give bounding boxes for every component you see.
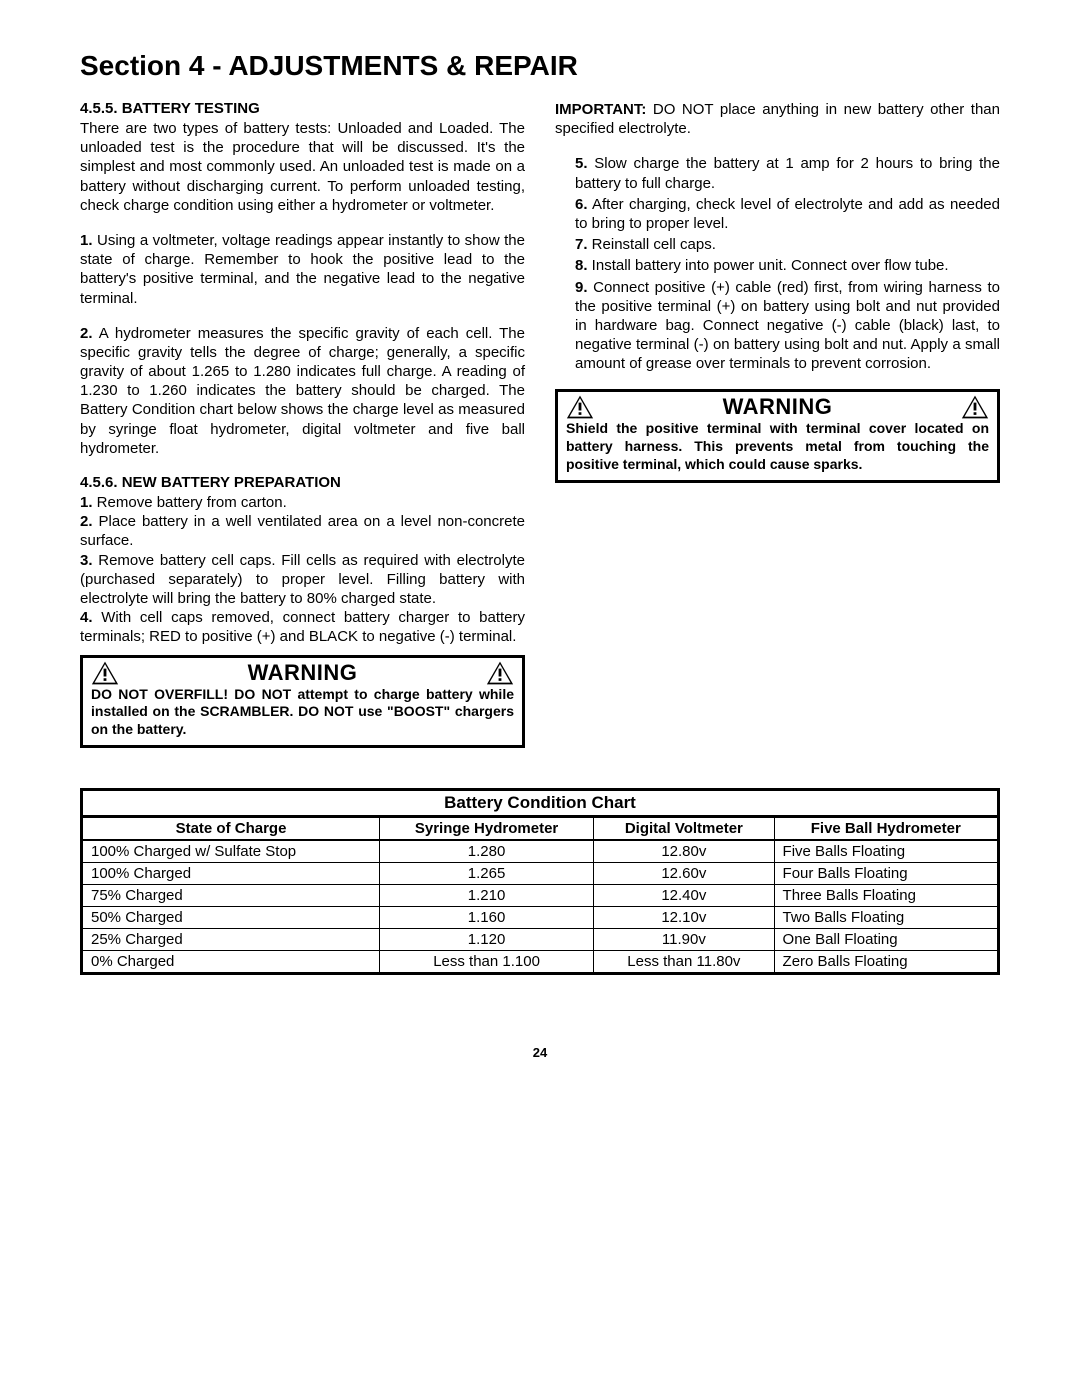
item-text: Install battery into power unit. Connect… <box>588 257 949 274</box>
table-cell: Zero Balls Floating <box>774 951 998 974</box>
item-text: With cell caps removed, connect battery … <box>80 609 525 645</box>
item-number: 8. <box>575 257 588 274</box>
page-number: 24 <box>80 1045 1000 1060</box>
table-cell: 1.210 <box>379 885 593 907</box>
table-header: Syringe Hydrometer <box>379 817 593 841</box>
table-cell: 50% Charged <box>82 907 380 929</box>
item-text: Slow charge the battery at 1 amp for 2 h… <box>575 155 1000 191</box>
right-column: IMPORTANT: DO NOT place anything in new … <box>555 100 1000 748</box>
page-root: Section 4 - ADJUSTMENTS & REPAIR 4.5.5. … <box>0 0 1080 1100</box>
section-456-item-3: 3. Remove battery cell caps. Fill cells … <box>80 551 525 609</box>
section-455-head: 4.5.5. BATTERY TESTING <box>80 100 525 117</box>
step-7: 7. Reinstall cell caps. <box>575 235 1000 254</box>
item-text: Connect positive (+) cable (red) first, … <box>575 279 1000 373</box>
two-column-layout: 4.5.5. BATTERY TESTING There are two typ… <box>80 100 1000 748</box>
battery-condition-chart-wrap: Battery Condition Chart State of Charge … <box>80 788 1000 975</box>
step-8: 8. Install battery into power unit. Conn… <box>575 256 1000 275</box>
table-cell: Three Balls Floating <box>774 885 998 907</box>
step-9: 9. Connect positive (+) cable (red) firs… <box>575 278 1000 374</box>
table-cell: Two Balls Floating <box>774 907 998 929</box>
item-number: 7. <box>575 236 588 253</box>
warning-label: WARNING <box>723 394 833 420</box>
warning-header: WARNING <box>558 392 997 420</box>
table-row: 100% Charged 1.265 12.60v Four Balls Flo… <box>82 863 999 885</box>
table-cell: 100% Charged <box>82 863 380 885</box>
table-row: 0% Charged Less than 1.100 Less than 11.… <box>82 951 999 974</box>
table-row: 50% Charged 1.160 12.10v Two Balls Float… <box>82 907 999 929</box>
table-row: 25% Charged 1.120 11.90v One Ball Floati… <box>82 929 999 951</box>
table-cell: 12.40v <box>594 885 774 907</box>
warning-body: Shield the positive terminal with termin… <box>558 420 997 480</box>
warning-header: WARNING <box>83 658 522 686</box>
section-455-item-1: 1. Using a voltmeter, voltage readings a… <box>80 231 525 308</box>
warning-box-1: WARNING DO NOT OVERFILL! DO NOT attempt … <box>80 655 525 749</box>
left-column: 4.5.5. BATTERY TESTING There are two typ… <box>80 100 525 748</box>
table-cell: Four Balls Floating <box>774 863 998 885</box>
table-cell: 100% Charged w/ Sulfate Stop <box>82 840 380 863</box>
table-cell: Less than 1.100 <box>379 951 593 974</box>
item-number: 1. <box>80 232 93 249</box>
table-cell: 12.10v <box>594 907 774 929</box>
important-note: IMPORTANT: DO NOT place anything in new … <box>555 100 1000 138</box>
warning-triangle-icon <box>566 394 594 420</box>
item-text: After charging, check level of electroly… <box>575 196 1000 232</box>
item-number: 2. <box>80 325 93 342</box>
table-cell: 1.120 <box>379 929 593 951</box>
table-cell: 1.160 <box>379 907 593 929</box>
table-cell: 11.90v <box>594 929 774 951</box>
table-cell: Five Balls Floating <box>774 840 998 863</box>
table-header: State of Charge <box>82 817 380 841</box>
table-cell: 0% Charged <box>82 951 380 974</box>
table-cell: 25% Charged <box>82 929 380 951</box>
table-row: 100% Charged w/ Sulfate Stop 1.280 12.80… <box>82 840 999 863</box>
warning-label: WARNING <box>248 660 358 686</box>
item-number: 1. <box>80 494 93 511</box>
table-cell: 1.280 <box>379 840 593 863</box>
table-caption: Battery Condition Chart <box>80 788 1000 815</box>
important-lead: IMPORTANT: <box>555 101 646 118</box>
item-text: A hydrometer measures the specific gravi… <box>80 325 525 457</box>
table-body: 100% Charged w/ Sulfate Stop 1.280 12.80… <box>82 840 999 974</box>
section-456-head: 4.5.6. NEW BATTERY PREPARATION <box>80 474 525 491</box>
table-cell: 75% Charged <box>82 885 380 907</box>
item-number: 9. <box>575 279 588 296</box>
warning-triangle-icon <box>961 394 989 420</box>
item-number: 2. <box>80 513 93 530</box>
item-text: Using a voltmeter, voltage readings appe… <box>80 232 525 307</box>
warning-triangle-icon <box>486 660 514 686</box>
item-number: 5. <box>575 155 588 172</box>
continued-steps: 5. Slow charge the battery at 1 amp for … <box>555 154 1000 373</box>
table-cell: 12.60v <box>594 863 774 885</box>
section-456-item-2: 2. Place battery in a well ventilated ar… <box>80 512 525 550</box>
battery-condition-chart: Battery Condition Chart State of Charge … <box>80 788 1000 975</box>
table-row: 75% Charged 1.210 12.40v Three Balls Flo… <box>82 885 999 907</box>
table-header: Five Ball Hydrometer <box>774 817 998 841</box>
page-title: Section 4 - ADJUSTMENTS & REPAIR <box>80 50 1000 82</box>
section-456-item-1: 1. Remove battery from carton. <box>80 493 525 512</box>
warning-box-2: WARNING Shield the positive terminal wit… <box>555 389 1000 483</box>
table-header: Digital Voltmeter <box>594 817 774 841</box>
step-5: 5. Slow charge the battery at 1 amp for … <box>575 154 1000 192</box>
warning-body: DO NOT OVERFILL! DO NOT attempt to charg… <box>83 686 522 746</box>
table-cell: 1.265 <box>379 863 593 885</box>
section-456-item-4: 4. With cell caps removed, connect batte… <box>80 608 525 646</box>
item-text: Reinstall cell caps. <box>588 236 716 253</box>
item-number: 3. <box>80 552 93 569</box>
step-6: 6. After charging, check level of electr… <box>575 195 1000 233</box>
table-cell: Less than 11.80v <box>594 951 774 974</box>
item-number: 6. <box>575 196 588 213</box>
warning-triangle-icon <box>91 660 119 686</box>
item-text: Remove battery cell caps. Fill cells as … <box>80 552 525 607</box>
table-cell: One Ball Floating <box>774 929 998 951</box>
item-text: Place battery in a well ventilated area … <box>80 513 525 549</box>
item-text: Remove battery from carton. <box>93 494 287 511</box>
section-455-item-2: 2. A hydrometer measures the specific gr… <box>80 324 525 458</box>
section-455-intro: There are two types of battery tests: Un… <box>80 119 525 215</box>
table-cell: 12.80v <box>594 840 774 863</box>
item-number: 4. <box>80 609 93 626</box>
table-header-row: State of Charge Syringe Hydrometer Digit… <box>82 817 999 841</box>
